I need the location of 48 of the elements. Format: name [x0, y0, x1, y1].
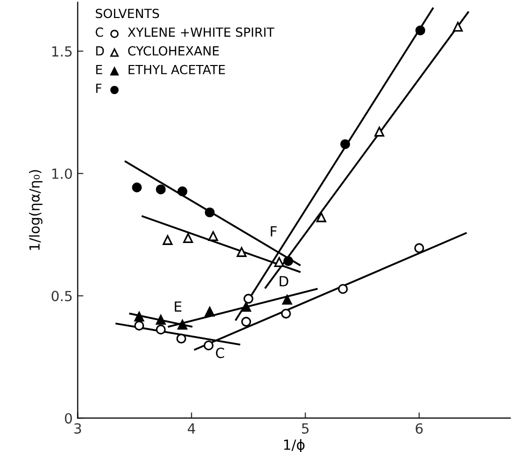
point — [134, 312, 144, 322]
point — [340, 139, 350, 150]
point — [204, 207, 215, 218]
point — [414, 243, 424, 254]
point — [241, 302, 252, 312]
text: E ETHYL ACETATE — [96, 64, 225, 74]
point — [132, 182, 142, 192]
point — [236, 247, 247, 257]
point — [283, 256, 294, 266]
x-tick-label: 5 — [302, 423, 309, 434]
annotation: F — [270, 226, 277, 236]
point — [274, 257, 284, 267]
point — [415, 25, 426, 36]
text: C XYLENE +WHITE SPIRIT — [96, 27, 274, 37]
point — [241, 316, 252, 327]
point — [452, 22, 463, 32]
text: D CYCLOHEXANE — [96, 46, 219, 56]
y-tick-label: 1.5 — [52, 46, 72, 57]
point — [204, 340, 214, 350]
annotation: C — [216, 348, 224, 358]
point — [281, 308, 291, 319]
point — [177, 186, 188, 196]
point — [338, 284, 348, 294]
point — [134, 320, 144, 331]
point — [374, 126, 384, 137]
point — [208, 231, 218, 242]
legend-label: F — [96, 84, 102, 93]
y-axis-title: 1/log(ηα/η₀) — [28, 170, 42, 250]
y-tick-label: 0 — [64, 413, 72, 424]
x-tick-label: 3 — [74, 423, 82, 434]
point — [204, 306, 215, 317]
point — [316, 212, 326, 222]
legend-title: SOLVENTS — [96, 8, 160, 18]
y-tick-label: 0.5 — [52, 290, 72, 302]
point — [156, 324, 166, 334]
point — [244, 294, 254, 304]
point — [176, 334, 186, 344]
annotation: E — [174, 301, 182, 312]
x-tick-label: 4 — [188, 423, 196, 434]
point — [282, 294, 292, 305]
annotation: D — [280, 276, 288, 286]
point — [156, 184, 166, 194]
point — [177, 320, 188, 330]
point — [162, 235, 173, 245]
x-tick-label: 6 — [416, 423, 423, 434]
point — [183, 233, 194, 243]
point — [156, 314, 166, 325]
y-tick-label: 1.0 — [52, 168, 72, 179]
